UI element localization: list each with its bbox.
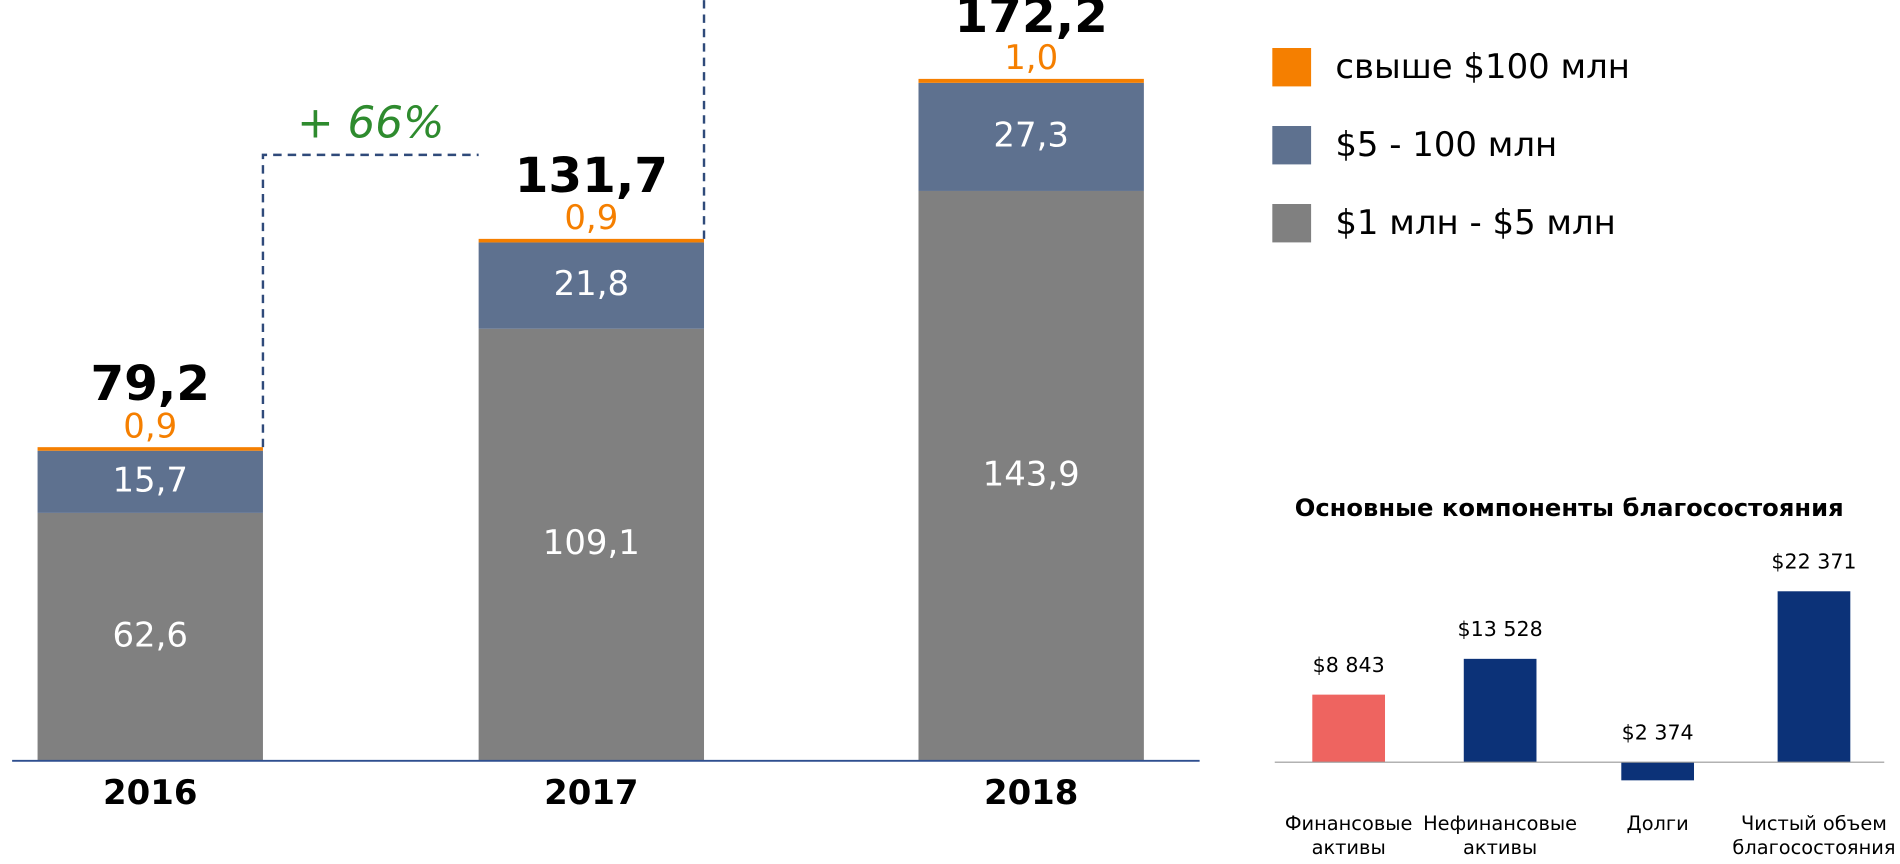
value-label: $2 374 bbox=[1622, 720, 1694, 744]
bar bbox=[1463, 658, 1537, 763]
x-tick-label: активы bbox=[1312, 836, 1386, 859]
bar-segment bbox=[918, 82, 1144, 191]
value-label: 109,1 bbox=[543, 523, 640, 562]
value-label: 1,0 bbox=[1004, 38, 1058, 77]
total-label: 79,2 bbox=[90, 356, 210, 412]
value-label: 62,6 bbox=[112, 615, 188, 654]
value-label: 0,9 bbox=[123, 407, 177, 446]
bar-segment bbox=[37, 447, 263, 451]
value-label: 15,7 bbox=[112, 460, 188, 499]
x-tick-label: Финансовые bbox=[1285, 812, 1413, 835]
x-tick-label: 2016 bbox=[103, 773, 197, 812]
legend-label: свыше $100 млн bbox=[1335, 47, 1630, 86]
legend-swatch bbox=[1272, 126, 1312, 165]
bar-segment bbox=[478, 238, 705, 243]
legend-swatch bbox=[1272, 204, 1312, 243]
value-label: $13 528 bbox=[1458, 617, 1543, 641]
legend-swatch bbox=[1272, 48, 1312, 87]
small-chart-title: Основные компоненты благосостояния bbox=[1295, 494, 1844, 522]
bar-segment bbox=[478, 242, 705, 329]
bar-segment bbox=[918, 190, 1144, 761]
bar-segment bbox=[37, 512, 263, 761]
bar-segment bbox=[37, 450, 263, 513]
bar-segment bbox=[918, 78, 1144, 83]
value-label: 27,3 bbox=[993, 116, 1069, 155]
value-label: $22 371 bbox=[1771, 550, 1856, 574]
growth-annotation: + 66% bbox=[297, 99, 444, 149]
bar bbox=[1621, 762, 1695, 781]
bar bbox=[1777, 591, 1851, 763]
value-label: 21,8 bbox=[554, 264, 630, 303]
x-tick-label: Чистый объем bbox=[1741, 812, 1887, 835]
x-tick-label: 2018 bbox=[984, 773, 1078, 812]
x-tick-label: активы bbox=[1463, 836, 1537, 859]
connector bbox=[702, 0, 706, 239]
bar-segment bbox=[478, 328, 705, 761]
connector bbox=[261, 153, 479, 448]
x-tick-label: Долги bbox=[1627, 812, 1689, 835]
legend-label: $5 - 100 млн bbox=[1335, 125, 1557, 164]
x-tick-label: 2017 bbox=[544, 773, 638, 812]
value-label: 0,9 bbox=[564, 198, 618, 237]
value-label: 143,9 bbox=[983, 454, 1080, 493]
total-label: 131,7 bbox=[515, 148, 668, 204]
value-label: $8 843 bbox=[1313, 653, 1385, 677]
legend-label: $1 млн - $5 млн bbox=[1335, 203, 1616, 242]
bar bbox=[1312, 694, 1386, 763]
total-label: 172,2 bbox=[955, 0, 1108, 44]
x-tick-label: благосостояния bbox=[1732, 836, 1895, 859]
x-tick-label: Нефинансовые bbox=[1423, 812, 1577, 835]
